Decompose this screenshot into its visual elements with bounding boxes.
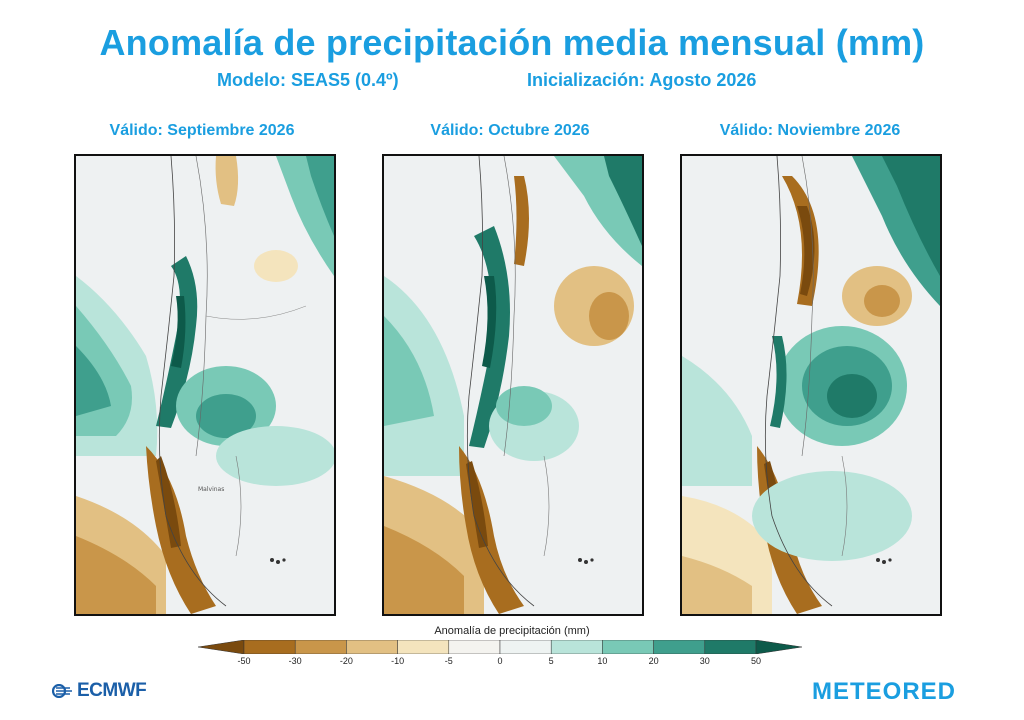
ecmwf-logo-text: ECMWF (77, 680, 147, 701)
colorbar-segment (243, 640, 296, 654)
colorbar-tick-label: 5 (548, 656, 554, 666)
map-october (382, 154, 644, 616)
colorbar-segment (397, 640, 450, 654)
ecmwf-mark-icon (52, 684, 72, 698)
colorbar-tick-label: 30 (699, 656, 710, 666)
colorbar-max-arrow (755, 640, 802, 654)
colorbar-segment (653, 640, 706, 654)
map-november (680, 154, 942, 616)
colorbar-segment (704, 640, 757, 654)
model-label: Modelo: SEAS5 (0.4º) (217, 70, 399, 90)
colorbar-segment (448, 640, 501, 654)
panel-title-nov: Válido: Noviembre 2026 (719, 122, 901, 139)
colorbar-tick-label: -5 (444, 656, 453, 666)
colorbar-segment (602, 640, 654, 654)
colorbar-segment (294, 640, 347, 654)
colorbar-segment (346, 640, 398, 654)
colorbar-tick-label: -20 (339, 656, 353, 666)
colorbar-tick-label: -30 (288, 656, 302, 666)
meteored-logo: METEORED (812, 678, 957, 705)
panel-title-oct: Válido: Octubre 2026 (430, 122, 590, 139)
colorbar-segment (550, 640, 603, 654)
colorbar-tick-label: -10 (391, 656, 405, 666)
colorbar-tick-labels: -50 -30 -20 -10 -5 0 5 10 20 30 50 (0, 656, 1024, 670)
colorbar-tick-label: 10 (597, 656, 608, 666)
panel-title-sep: Válido: Septiembre 2026 (109, 122, 295, 139)
init-label: Inicialización: Agosto 2026 (527, 70, 757, 90)
colorbar-tick-label: -50 (237, 656, 251, 666)
colorbar-segment (499, 640, 552, 654)
colorbar-tick-label: 50 (750, 656, 762, 666)
colorbar (198, 640, 802, 654)
colorbar-title: Anomalía de precipitación (mm) (434, 625, 590, 637)
ecmwf-logo: ECMWF (52, 680, 147, 702)
page-title: Anomalía de precipitación media mensual … (99, 22, 925, 63)
islands-label: Malvinas (198, 486, 224, 493)
colorbar-tick-label: 20 (648, 656, 659, 666)
colorbar-min-arrow (198, 640, 245, 654)
colorbar-tick-label: 0 (497, 656, 503, 666)
map-september: Malvinas (74, 154, 336, 616)
